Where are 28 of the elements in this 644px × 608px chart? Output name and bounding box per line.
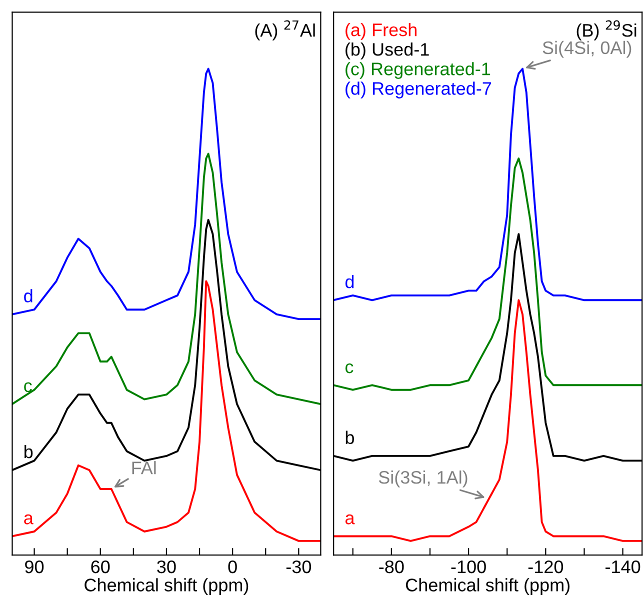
chart-title: (B) $^{29}$Si [576, 20, 636, 40]
x-axis-title: Chemical shift (ppm) [84, 578, 248, 596]
series-label: d [24, 289, 32, 302]
x-tick-label: -140 [606, 560, 640, 574]
x-tick-label: 90 [25, 560, 44, 574]
annotation: d [345, 274, 354, 288]
annotation: a [345, 514, 355, 524]
x-tick-label: 60 [91, 560, 110, 574]
text: (c) Regenerated-1 [346, 62, 490, 79]
x-tick-label: 30 [157, 560, 176, 574]
text: (a) Fresh [346, 22, 416, 40]
annotation: FAl [132, 461, 156, 474]
x-tick-label: -30 [286, 560, 312, 574]
chart-title: (A) $^{27}$Al [255, 20, 315, 40]
x-tick-label: -100 [451, 560, 486, 574]
annotation: c [345, 363, 354, 374]
x-axis-title: Chemical shift (ppm) [406, 578, 570, 596]
x-tick-label: -80 [379, 560, 404, 574]
series-label: c [24, 382, 32, 392]
x-tick-label: -120 [528, 560, 564, 574]
annotation: Si(3Si, 1Al) [378, 470, 468, 488]
x-tick-label: 0 [228, 560, 237, 574]
annotation: b [346, 430, 354, 444]
text: (b) Used-1 [346, 42, 429, 60]
series-label: (d) Regenerated-7 [346, 82, 492, 98]
annotation: Si(4Si, 0Al) [542, 40, 632, 58]
series-label: a [24, 514, 34, 524]
series-label: b [24, 444, 33, 458]
